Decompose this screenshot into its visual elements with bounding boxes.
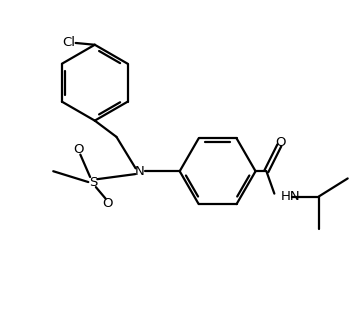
- Text: Cl: Cl: [62, 36, 75, 49]
- Text: HN: HN: [281, 190, 301, 203]
- Text: O: O: [276, 136, 286, 149]
- Text: S: S: [89, 175, 97, 188]
- Text: O: O: [73, 143, 84, 156]
- Text: N: N: [135, 165, 145, 178]
- Text: O: O: [102, 197, 113, 210]
